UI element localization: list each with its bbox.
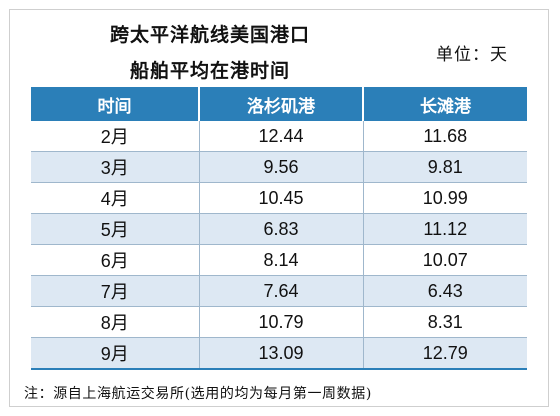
cell-los-angeles: 6.83 [198, 213, 363, 245]
cell-long-beach: 6.43 [362, 275, 527, 307]
table-row: 6月 8.14 10.07 [31, 244, 527, 276]
cell-long-beach: 12.79 [362, 337, 527, 370]
cell-month: 7月 [31, 275, 199, 307]
title-line-1: 跨太平洋航线美国港口 [109, 24, 310, 46]
cell-month: 6月 [31, 244, 199, 276]
table-header-row: 时间 洛杉矶港 长滩港 [31, 87, 527, 121]
unit-label: 单位：天 [436, 45, 508, 65]
cell-los-angeles: 10.45 [198, 182, 363, 214]
cell-month: 2月 [31, 121, 199, 152]
cell-long-beach: 8.31 [362, 306, 527, 338]
cell-los-angeles: 9.56 [198, 151, 363, 183]
header-month: 时间 [31, 87, 199, 121]
cell-long-beach: 10.07 [362, 244, 527, 276]
table-row: 8月 10.79 8.31 [31, 306, 527, 338]
table-row: 7月 7.64 6.43 [31, 275, 527, 307]
cell-long-beach: 9.81 [362, 151, 527, 183]
title-line-2: 船舶平均在港时间 [129, 60, 290, 82]
cell-month: 9月 [31, 337, 199, 370]
table-row: 2月 12.44 11.68 [31, 121, 527, 152]
table-row: 4月 10.45 10.99 [31, 182, 527, 214]
cell-long-beach: 11.68 [362, 121, 527, 152]
cell-month: 4月 [31, 182, 199, 214]
table-row: 3月 9.56 9.81 [31, 151, 527, 183]
cell-long-beach: 11.12 [362, 213, 527, 245]
cell-month: 3月 [31, 151, 199, 183]
table-row: 9月 13.09 12.79 [31, 337, 527, 370]
source-note: 注：源自上海航运交易所(选用的均为每月第一周数据) [24, 386, 372, 402]
cell-long-beach: 10.99 [362, 182, 527, 214]
cell-los-angeles: 7.64 [198, 275, 363, 307]
port-time-table: 时间 洛杉矶港 长滩港 2月 12.44 11.68 3月 9.56 9.81 … [31, 87, 527, 370]
header-long-beach: 长滩港 [362, 87, 527, 121]
cell-month: 5月 [31, 213, 199, 245]
cell-month: 8月 [31, 306, 199, 338]
cell-los-angeles: 13.09 [198, 337, 363, 370]
cell-los-angeles: 12.44 [198, 121, 363, 152]
table-row: 5月 6.83 11.12 [31, 213, 527, 245]
header-los-angeles: 洛杉矶港 [198, 87, 363, 121]
cell-los-angeles: 10.79 [198, 306, 363, 338]
cell-los-angeles: 8.14 [198, 244, 363, 276]
